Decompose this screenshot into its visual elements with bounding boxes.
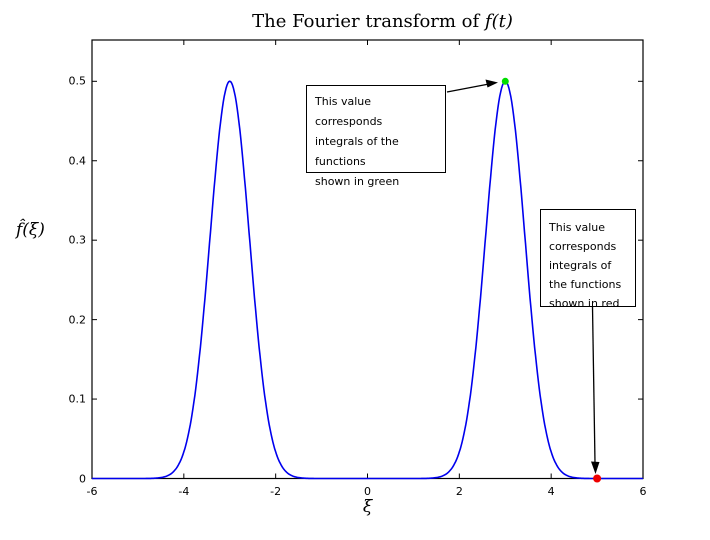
chart-title: The Fourier transform of f(t) [92, 11, 643, 32]
annotation-arrow-red [591, 306, 600, 474]
x-tick-label: 0 [364, 484, 371, 498]
y-axis-label: f̂(ξ) [16, 220, 45, 240]
red-marker [593, 474, 602, 483]
green-marker [501, 77, 509, 85]
y-tick-label: 0.4 [68, 154, 87, 168]
annotation-box-red: This value corresponds integrals of the … [540, 209, 636, 310]
x-tick-label: 2 [455, 484, 463, 498]
annotation-arrow-green [446, 79, 498, 93]
x-tick-label: -2 [270, 484, 282, 498]
y-tick-label: 0.3 [68, 233, 87, 247]
chart-title-text: The Fourier transform of [252, 11, 485, 32]
y-tick-label: 0.5 [68, 74, 87, 88]
chart-title-math: f(t) [484, 11, 513, 32]
annotation-box-green: This value corresponds integrals of the … [306, 85, 446, 188]
x-axis-label: ξ [362, 497, 373, 517]
fourier-curve [92, 80, 643, 480]
y-tick-label: 0.2 [68, 313, 87, 327]
x-tick-label: 4 [547, 484, 555, 498]
y-tick-label: 0 [79, 472, 86, 485]
y-tick-label: 0.1 [68, 392, 87, 406]
x-tick-label: -4 [178, 484, 190, 498]
x-tick-label: 6 [639, 484, 647, 498]
x-tick-label: -6 [86, 484, 98, 498]
